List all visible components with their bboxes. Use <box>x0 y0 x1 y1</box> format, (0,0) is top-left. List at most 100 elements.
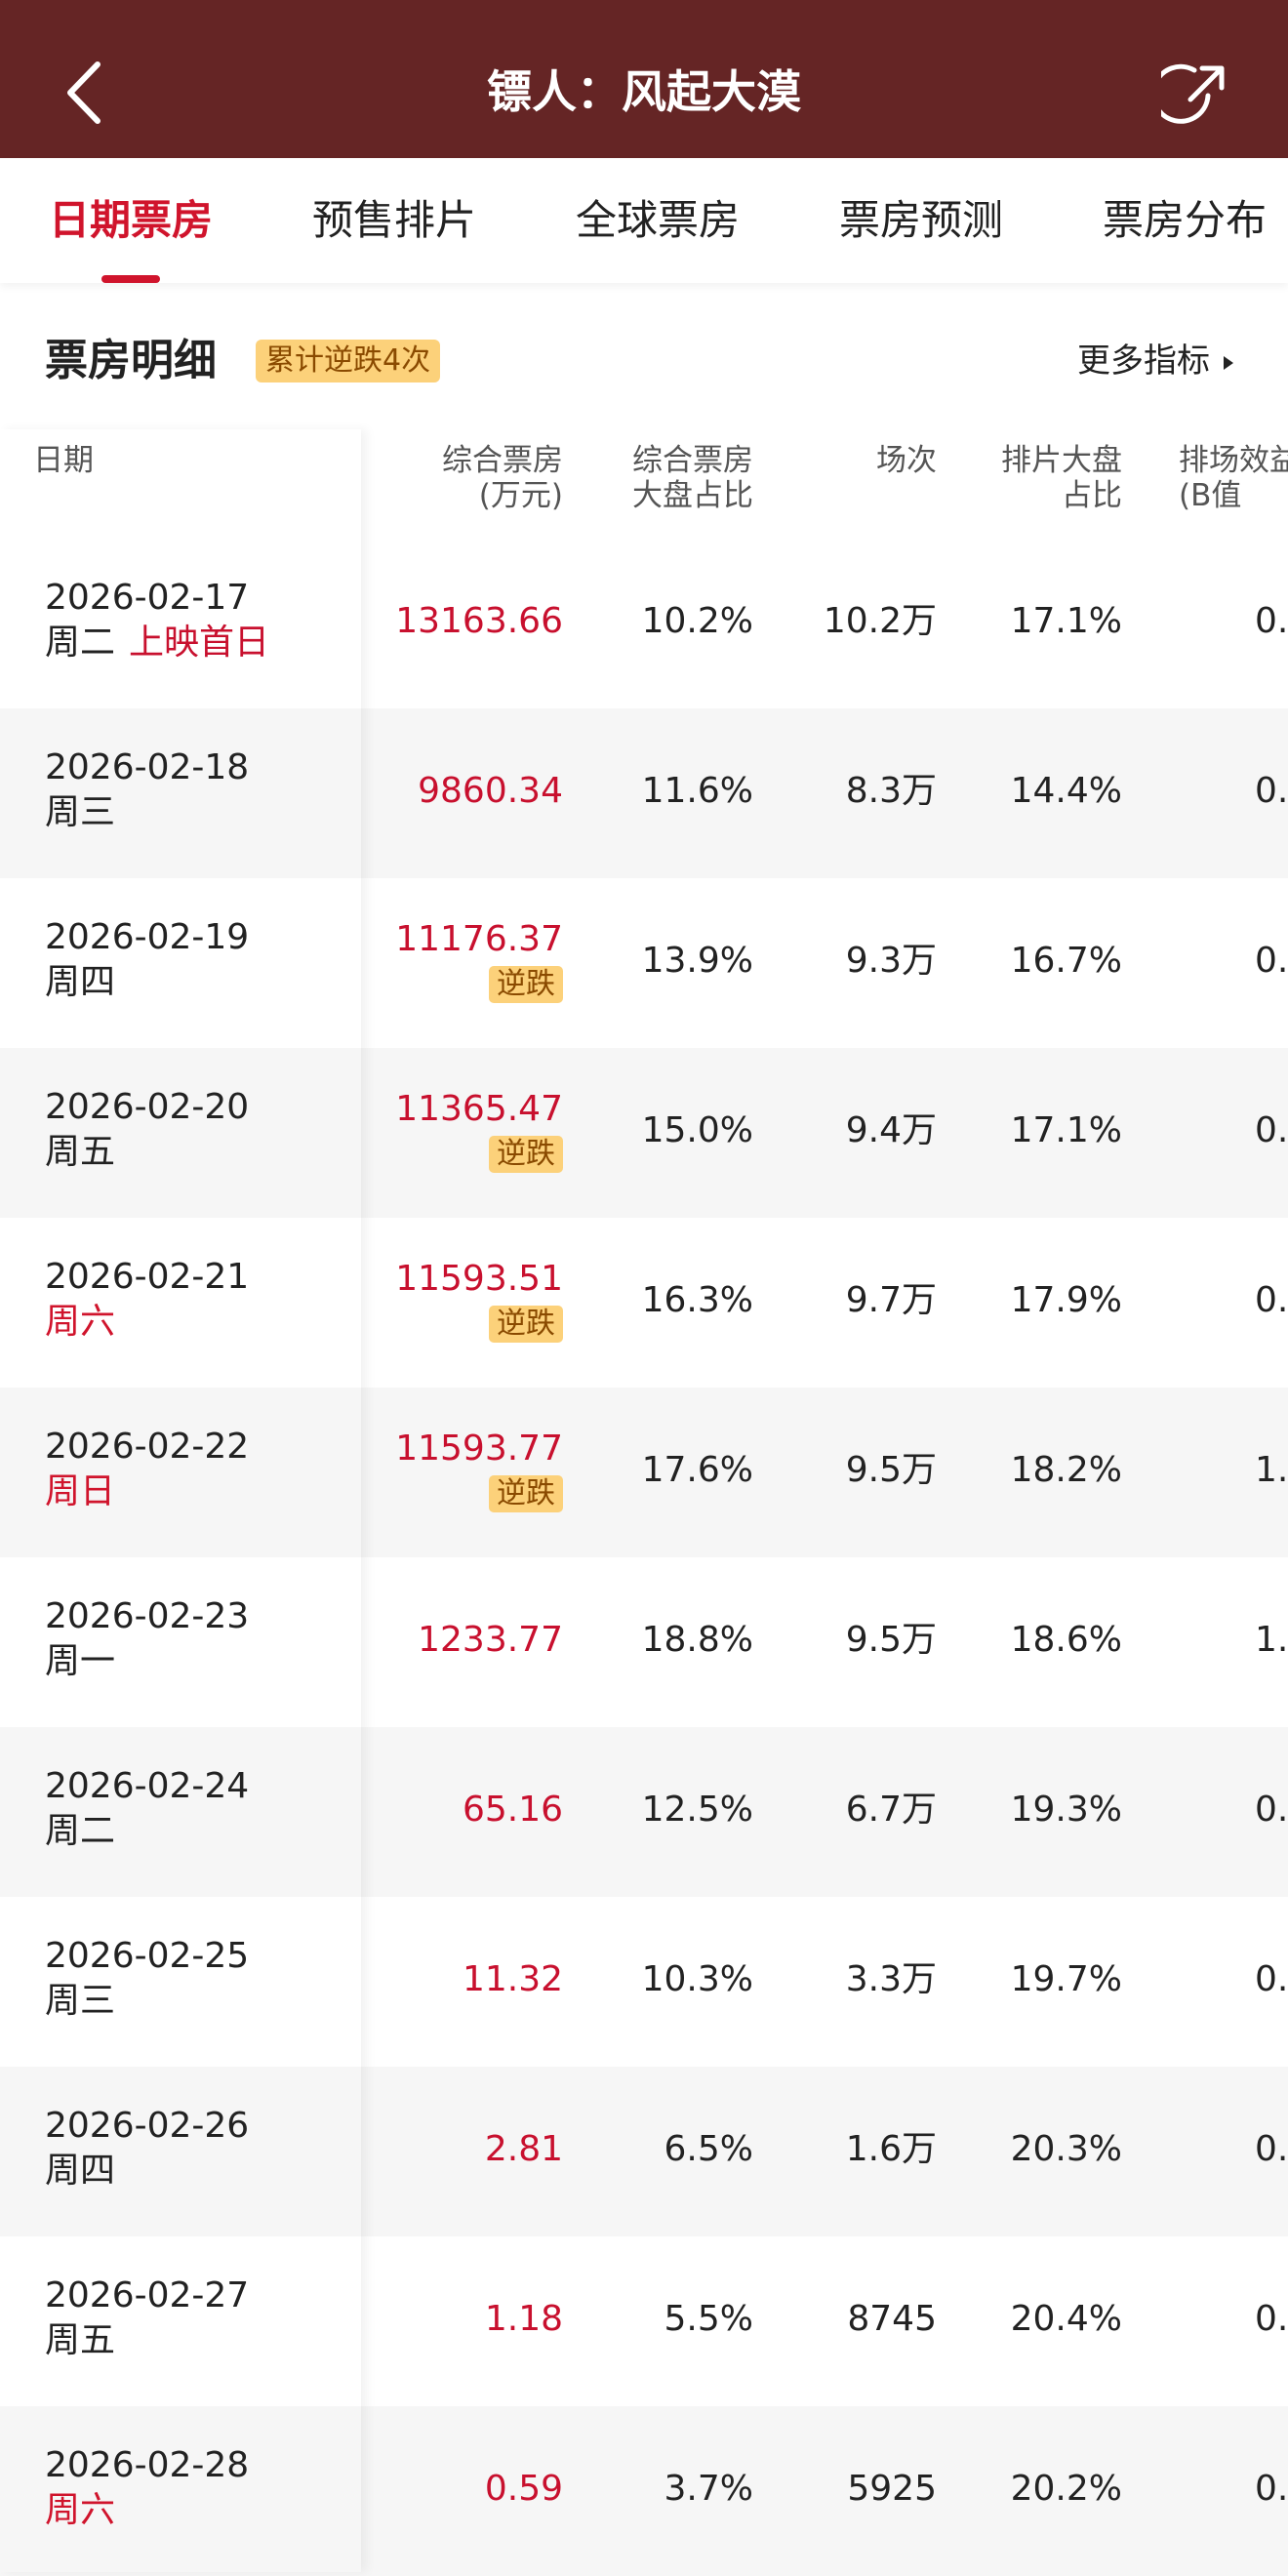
market-share: 11.6% <box>641 771 753 811</box>
shows: 9.5万 <box>845 1620 937 1660</box>
column-header-line: 日期 <box>33 443 94 478</box>
column-header: 综合票房 (万元) <box>442 443 563 513</box>
page-title: 镖人：风起大漠 <box>487 65 801 118</box>
column-header-line: (B值 <box>1179 478 1242 513</box>
date: 2026-02-25 <box>45 1936 250 1976</box>
efficiency: 0. <box>1255 2299 1288 2339</box>
weekday: 周三 <box>45 1981 116 2021</box>
shows: 9.7万 <box>845 1280 937 1320</box>
shows: 3.3万 <box>845 1959 937 1999</box>
release-tag: 上映首日 <box>129 623 270 663</box>
box-office: 13163.66 <box>395 601 563 641</box>
decline-badge: 逆跌 <box>489 1136 563 1173</box>
back-button[interactable] <box>59 59 107 127</box>
share-button[interactable] <box>1161 62 1229 131</box>
box-office: 0.59 <box>484 2469 563 2509</box>
table-row[interactable]: 2026-02-25 周三 11.32 10.3% 3.3万 19.7% 0. <box>0 1897 1288 2067</box>
table-row[interactable]: 2026-02-18 周三 9860.34 11.6% 8.3万 14.4% 0. <box>0 708 1288 878</box>
date: 2026-02-19 <box>45 917 250 957</box>
tab[interactable]: 全球票房 <box>575 196 740 244</box>
table-row[interactable]: 2026-02-26 周四 2.81 6.5% 1.6万 20.3% 0. <box>0 2067 1288 2236</box>
schedule-share: 17.1% <box>1010 601 1122 641</box>
table-row[interactable]: 2026-02-17 周二 上映首日 13163.66 10.2% 10.2万 17.1% 0… <box>0 539 1288 708</box>
efficiency: 1.0 <box>1255 1450 1288 1490</box>
shows: 10.2万 <box>823 601 937 641</box>
shows: 1.6万 <box>845 2129 937 2169</box>
efficiency: 0. <box>1255 771 1288 811</box>
schedule-share: 17.9% <box>1010 1280 1122 1320</box>
tab[interactable]: 票房预测 <box>838 196 1003 244</box>
shows: 5925 <box>847 2469 937 2509</box>
efficiency: 0. <box>1255 1790 1288 1830</box>
tab[interactable]: 预售排片 <box>311 196 476 244</box>
table-row[interactable]: 2026-02-28 周六 0.59 3.7% 5925 20.2% 0. <box>0 2406 1288 2576</box>
more-metrics[interactable]: 更多指标 <box>1077 327 1241 395</box>
column-header: 排片大盘 占比 <box>1001 443 1122 513</box>
market-share: 3.7% <box>664 2469 753 2509</box>
schedule-share: 18.2% <box>1010 1450 1122 1490</box>
tab-bar: 日期票房 预售排片 全球票房 票房预测 票房分布 <box>0 158 1288 283</box>
weekday: 周五 <box>45 1132 116 1172</box>
date: 2026-02-26 <box>45 2106 250 2146</box>
shows: 9.3万 <box>845 941 937 981</box>
tab[interactable]: 日期票房 <box>48 196 213 244</box>
more-label[interactable]: 更多指标 <box>1077 342 1210 381</box>
market-share: 6.5% <box>664 2129 753 2169</box>
column-header-line: 排场效益 <box>1179 443 1288 478</box>
table-row[interactable]: 2026-02-19 周四 11176.37 逆跌 13.9% 9.3万 16.7% 0. <box>0 878 1288 1048</box>
efficiency: 1.0 <box>1255 1620 1288 1660</box>
column-header: 排场效益 (B值 <box>1179 443 1288 513</box>
efficiency: 0.9 <box>1255 1110 1288 1150</box>
table-row[interactable]: 2026-02-24 周二 65.16 12.5% 6.7万 19.3% 0. <box>0 1727 1288 1897</box>
weekday: 周二 <box>45 1811 116 1851</box>
table-row[interactable]: 2026-02-21 周六 11593.51 逆跌 16.3% 9.7万 17.9% 0.9 <box>0 1218 1288 1388</box>
efficiency: 0. <box>1255 2469 1288 2509</box>
decline-badge: 逆跌 <box>489 1475 563 1512</box>
market-share: 10.3% <box>641 1959 753 1999</box>
date: 2026-02-24 <box>45 1766 250 1806</box>
column-header: 综合票房 大盘占比 <box>632 443 753 513</box>
schedule-share: 19.3% <box>1010 1790 1122 1830</box>
schedule-share: 16.7% <box>1010 941 1122 981</box>
market-share: 12.5% <box>641 1790 753 1830</box>
efficiency: 0. <box>1255 941 1288 981</box>
date: 2026-02-18 <box>45 747 250 787</box>
column-header-line: 占比 <box>1062 478 1122 513</box>
box-office: 11593.77 <box>395 1429 563 1469</box>
column-header-line: 综合票房 <box>632 443 753 478</box>
table-row[interactable]: 2026-02-27 周五 1.18 5.5% 8745 20.4% 0. <box>0 2236 1288 2406</box>
market-share: 18.8% <box>641 1620 753 1660</box>
weekday: 周六 <box>45 1302 116 1342</box>
date: 2026-02-22 <box>45 1427 250 1467</box>
schedule-share: 18.6% <box>1010 1620 1122 1660</box>
date: 2026-02-23 <box>45 1596 250 1636</box>
schedule-share: 20.2% <box>1010 2469 1122 2509</box>
date: 2026-02-28 <box>45 2445 250 2485</box>
date: 2026-02-27 <box>45 2275 250 2315</box>
efficiency: 0. <box>1255 601 1288 641</box>
shows: 8745 <box>847 2299 937 2339</box>
shows: 9.4万 <box>845 1110 937 1150</box>
tab[interactable]: 票房分布 <box>1102 196 1267 244</box>
weekday: 周四 <box>45 962 116 1002</box>
market-share: 13.9% <box>641 941 753 981</box>
shows: 6.7万 <box>845 1790 937 1830</box>
column-header-line: 综合票房 <box>442 443 563 478</box>
table-row[interactable]: 2026-02-23 周一 1233.77 18.8% 9.5万 18.6% 1.0 <box>0 1557 1288 1727</box>
schedule-share: 20.3% <box>1010 2129 1122 2169</box>
box-office: 11.32 <box>462 1959 563 1999</box>
date: 2026-02-17 <box>45 578 250 618</box>
column-header: 日期 <box>33 443 94 478</box>
table-row[interactable]: 2026-02-20 周五 11365.47 逆跌 15.0% 9.4万 17.1% 0.9 <box>0 1048 1288 1218</box>
market-share: 5.5% <box>664 2299 753 2339</box>
market-share: 10.2% <box>641 601 753 641</box>
tab-indicator <box>101 275 160 283</box>
box-office: 11593.51 <box>395 1259 563 1299</box>
column-header-line: (万元) <box>478 478 563 513</box>
table-header: 日期 综合票房 (万元) 综合票房 大盘占比 场次 排片大盘 占比 排场效益 (B值 <box>0 429 1288 539</box>
schedule-share: 14.4% <box>1010 771 1122 811</box>
column-header-line: 大盘占比 <box>632 478 753 513</box>
efficiency: 0. <box>1255 2129 1288 2169</box>
